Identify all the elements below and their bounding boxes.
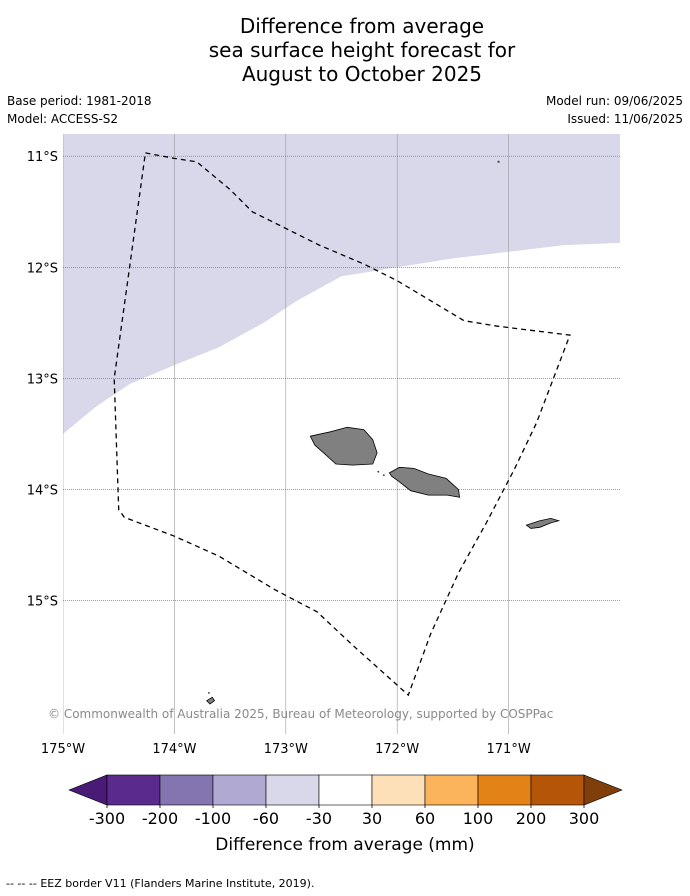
island-savaii — [309, 426, 378, 466]
lon-tick-label: 175°W — [41, 742, 85, 757]
islands — [206, 160, 561, 705]
issued-date: Issued: 11/06/2025 — [567, 112, 683, 126]
colorbar-tick-label: -60 — [253, 809, 279, 828]
colorbar-tick-label: -100 — [195, 809, 231, 828]
lat-tick-label: 13°S — [27, 372, 58, 387]
colorbar-tick-label: 30 — [362, 809, 382, 828]
lon-tick-label: 171°W — [487, 742, 531, 757]
gridlines — [63, 134, 620, 734]
map-content — [63, 134, 620, 734]
colorbar-swatch — [371, 774, 426, 806]
colorbar-tick-label: -30 — [306, 809, 332, 828]
colorbar-swatch — [318, 774, 373, 806]
colorbar-tick-label: -200 — [142, 809, 178, 828]
islet — [497, 160, 500, 163]
lat-tick-label: 15°S — [27, 595, 58, 610]
lat-tick-label: 11°S — [27, 150, 58, 165]
colorbar-swatch — [106, 774, 161, 806]
title-line-1: Difference from average — [239, 14, 485, 38]
colorbar-swatch — [212, 774, 267, 806]
colorbar-tick-label: -300 — [89, 809, 125, 828]
title-line-3: August to October 2025 — [241, 62, 483, 86]
model-run: Model run: 09/06/2025 — [545, 94, 683, 108]
colorbar-extend-low — [68, 774, 108, 806]
chart-title: Difference from average sea surface heig… — [0, 14, 690, 86]
eez-legend: -- -- -- EEZ border V11 (Flanders Marine… — [6, 877, 314, 890]
lat-tick-label: 14°S — [27, 484, 58, 499]
colorbar-tick-label: 100 — [463, 809, 494, 828]
eez-legend-symbol: -- -- -- — [6, 877, 37, 890]
islet — [208, 691, 210, 694]
colorbar: -300 -200 -100 -60 -30 30 60 100 200 300 Differen… — [68, 774, 623, 855]
eez-border-line — [113, 152, 571, 697]
colorbar-swatch — [265, 774, 320, 806]
map-figure: © Commonwealth of Australia 2025, Bureau… — [27, 134, 623, 855]
copyright-notice: © Commonwealth of Australia 2025, Bureau… — [48, 707, 553, 721]
base-period: Base period: 1981-2018 — [7, 94, 152, 108]
eez-legend-label: EEZ border V11 (Flanders Marine Institut… — [40, 877, 315, 890]
colorbar-swatches — [68, 774, 623, 806]
latitude-labels: 11°S 12°S 13°S 14°S 15°S — [27, 150, 58, 609]
island-tutuila — [525, 517, 561, 529]
colorbar-swatch — [159, 774, 214, 806]
longitude-labels: 175°W 174°W 173°W 172°W 171°W — [41, 742, 531, 757]
anomaly-region — [63, 134, 620, 434]
model-name: Model: ACCESS-S2 — [7, 112, 119, 126]
colorbar-swatch — [477, 774, 532, 806]
colorbar-label: Difference from average (mm) — [215, 835, 474, 855]
title-line-2: sea surface height forecast for — [208, 38, 516, 62]
colorbar-extend-high — [583, 774, 623, 806]
lon-tick-label: 174°W — [152, 742, 196, 757]
island-upolu — [388, 466, 461, 498]
colorbar-tick-labels: -300 -200 -100 -60 -30 30 60 100 200 300 — [89, 805, 599, 828]
lon-tick-label: 172°W — [375, 742, 419, 757]
colorbar-tick-label: 300 — [569, 809, 600, 828]
colorbar-swatch — [424, 774, 479, 806]
island-niuafoou — [206, 696, 216, 705]
colorbar-swatch — [530, 774, 585, 806]
islet — [377, 470, 380, 473]
lon-tick-label: 173°W — [264, 742, 308, 757]
colorbar-tick-label: 60 — [415, 809, 435, 828]
colorbar-tick-label: 200 — [516, 809, 547, 828]
lat-tick-label: 12°S — [27, 261, 58, 276]
islet — [382, 474, 385, 477]
